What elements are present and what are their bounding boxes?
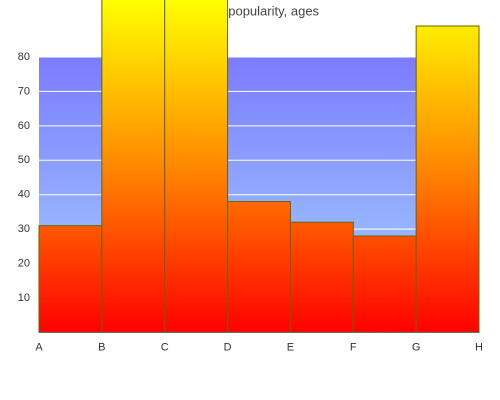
x-tick-label: H <box>475 341 483 353</box>
x-tick-label: C <box>161 341 169 353</box>
y-tick-label: 60 <box>18 120 30 132</box>
y-tick-label: 80 <box>18 51 30 63</box>
step-segment <box>101 0 166 333</box>
step-segment <box>38 225 103 333</box>
step-segment <box>352 235 417 333</box>
step-segment <box>415 25 480 333</box>
x-tick-label: E <box>287 341 294 353</box>
x-tick-label: A <box>35 341 43 353</box>
x-tick-label: G <box>412 341 421 353</box>
y-tick-label: 70 <box>18 85 30 97</box>
y-tick-label: 10 <box>18 292 30 304</box>
step-segment <box>164 0 229 333</box>
x-tick-label: B <box>98 341 105 353</box>
step-segment <box>227 201 291 333</box>
y-tick-label: 30 <box>18 223 30 235</box>
x-tick-label: D <box>224 341 232 353</box>
y-tick-label: 40 <box>18 189 30 201</box>
x-tick-label: F <box>350 341 357 353</box>
y-tick-label: 20 <box>18 257 30 269</box>
y-tick-label: 50 <box>18 154 30 166</box>
step-segment <box>289 221 354 333</box>
